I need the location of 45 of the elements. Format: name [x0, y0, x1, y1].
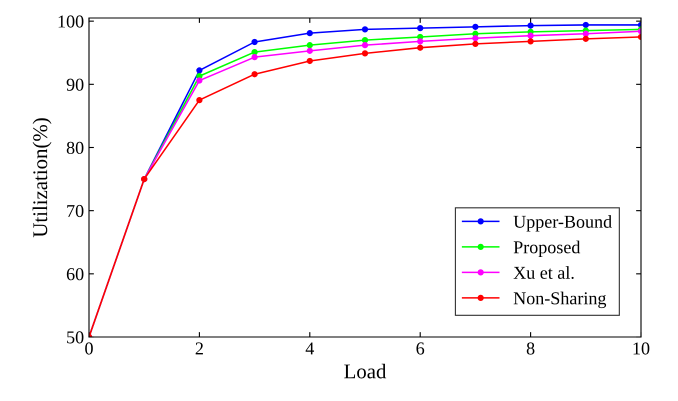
y-tick-label: 100 [58, 15, 84, 28]
point [306, 48, 313, 54]
x-tick-label: 10 [634, 342, 650, 355]
point [582, 30, 589, 37]
y-tick-label: 80 [66, 142, 84, 154]
y-tick-label: 70 [67, 204, 84, 218]
point [362, 50, 368, 56]
point [472, 24, 479, 30]
point [306, 30, 313, 36]
y-axis-title: Utilization(%) [32, 118, 52, 238]
point [527, 38, 534, 44]
point [251, 48, 258, 56]
point [362, 26, 368, 32]
legend-label: Xu et al. [514, 266, 574, 279]
point [472, 40, 479, 48]
point [251, 38, 258, 46]
point [362, 42, 368, 48]
legend-label: Proposed [514, 240, 580, 258]
point [527, 32, 534, 39]
x-axis-title: Load [344, 364, 386, 378]
legend-label: Upper-Bound [514, 215, 612, 232]
point [306, 58, 313, 64]
point [527, 22, 534, 29]
point [196, 96, 203, 104]
point [582, 22, 589, 28]
x-tick-label: 2 [196, 342, 203, 354]
point [417, 24, 424, 32]
point [196, 77, 203, 84]
y-tick-label: 50 [67, 331, 84, 344]
x-tick-label: 8 [526, 342, 534, 355]
y-tick-label: 60 [66, 268, 84, 280]
point [417, 38, 424, 44]
point [251, 54, 258, 60]
x-tick-label: 0 [85, 342, 93, 355]
x-tick-label: 6 [416, 342, 424, 355]
point [582, 36, 589, 42]
point [417, 44, 424, 51]
point [472, 35, 479, 42]
point [362, 36, 368, 44]
point [251, 71, 258, 78]
legend-label: Non-Sharing [514, 292, 606, 308]
point [306, 42, 313, 48]
y-tick-label: 90 [66, 78, 84, 91]
x-tick-label: 4 [306, 342, 314, 354]
point [196, 67, 203, 74]
